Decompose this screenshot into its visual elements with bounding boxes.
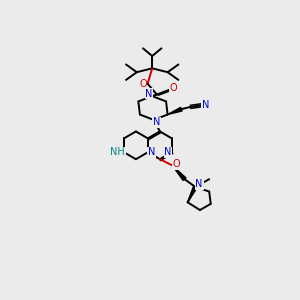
Text: N: N [146,89,153,99]
Text: O: O [172,159,180,169]
Text: O: O [139,79,147,89]
Text: N: N [164,147,172,157]
Text: NH: NH [110,147,125,157]
Text: N: N [202,100,209,110]
Text: N: N [196,179,203,189]
Text: N: N [148,147,155,157]
Polygon shape [172,165,186,181]
Polygon shape [168,107,182,115]
Text: O: O [170,83,178,93]
Polygon shape [188,186,197,202]
Text: N: N [153,117,160,127]
